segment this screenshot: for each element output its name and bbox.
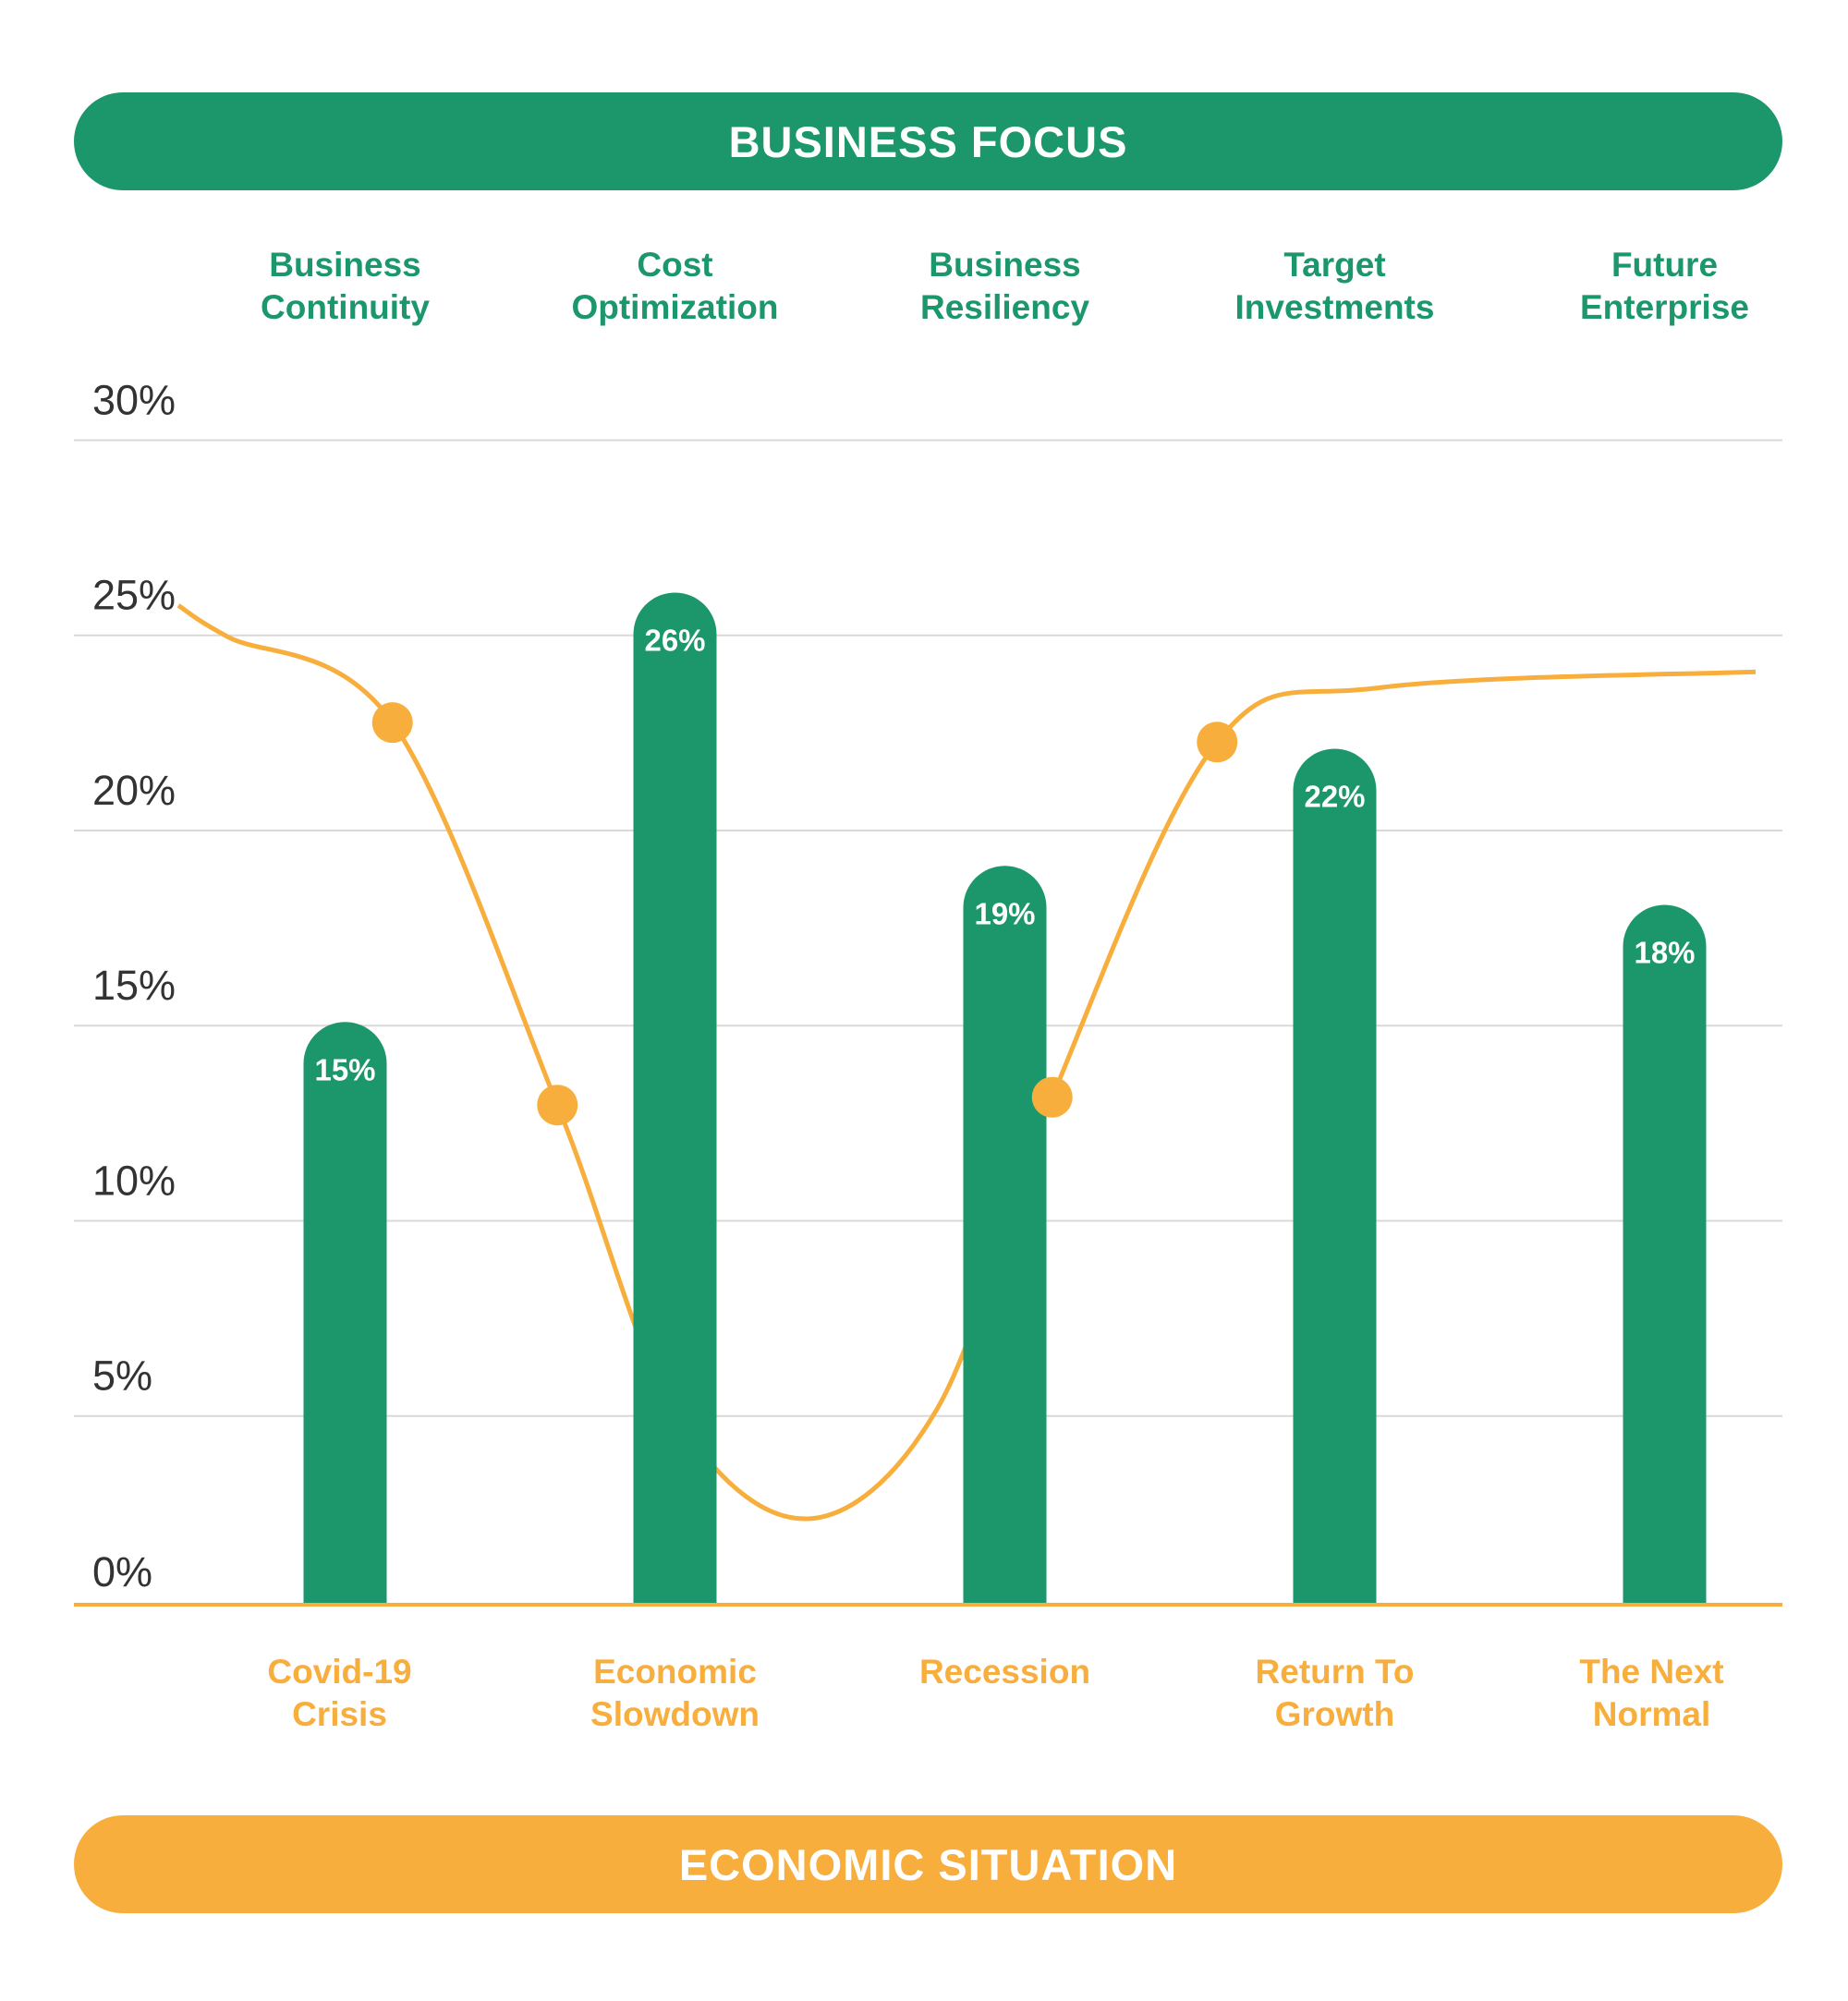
curve-marker (1197, 722, 1238, 763)
business-focus-label: Cost (637, 246, 712, 284)
economic-situation-label: The Next (1579, 1653, 1723, 1691)
curve-marker (371, 702, 413, 744)
business-focus-label: Resiliency (920, 288, 1089, 326)
business-focus-label: Target (1283, 246, 1385, 284)
trend-curve (176, 603, 1757, 1522)
business-focus-label: Optimization (571, 288, 778, 326)
economic-situation-label: Crisis (292, 1695, 387, 1733)
y-tick-label: 25% (92, 572, 176, 619)
business-focus-label: Continuity (261, 288, 430, 326)
y-tick-label: 30% (92, 376, 176, 423)
bar-value-label: 22% (1304, 780, 1365, 814)
business-focus-label: Investments (1235, 288, 1435, 326)
y-tick-label: 20% (92, 767, 176, 814)
economic-situation-label: Return To (1256, 1653, 1415, 1691)
bar (633, 592, 717, 1605)
economic-situation-label: Recession (919, 1653, 1090, 1691)
y-tick-label: 0% (92, 1548, 152, 1595)
business-focus-label: Business (269, 246, 421, 284)
business-focus-label: Enterprise (1580, 288, 1749, 326)
bar (303, 1022, 387, 1605)
bar (1293, 748, 1377, 1605)
y-tick-label: 5% (92, 1352, 152, 1400)
bar-value-label: 26% (644, 624, 705, 658)
economic-situation-label: Slowdown (590, 1695, 760, 1733)
curve-marker (537, 1085, 578, 1126)
economic-situation-label: Normal (1593, 1695, 1710, 1733)
bar-value-label: 19% (974, 896, 1035, 930)
economic-situation-label: Growth (1275, 1695, 1394, 1733)
y-tick-label: 10% (92, 1157, 176, 1204)
business-focus-banner: BUSINESS FOCUS (74, 92, 1782, 190)
bar-value-label: 18% (1634, 936, 1695, 970)
economic-situation-label: Covid-19 (267, 1653, 411, 1691)
y-tick-label: 15% (92, 962, 176, 1009)
bar-value-label: 15% (314, 1052, 375, 1086)
bar (1623, 904, 1707, 1605)
curve-marker (1031, 1076, 1073, 1118)
business-focus-label: Business (929, 246, 1081, 284)
economic-situation-banner: ECONOMIC SITUATION (74, 1815, 1782, 1913)
economic-situation-label: Economic (593, 1653, 757, 1691)
business-focus-label: Future (1611, 246, 1718, 284)
bar (963, 866, 1047, 1605)
